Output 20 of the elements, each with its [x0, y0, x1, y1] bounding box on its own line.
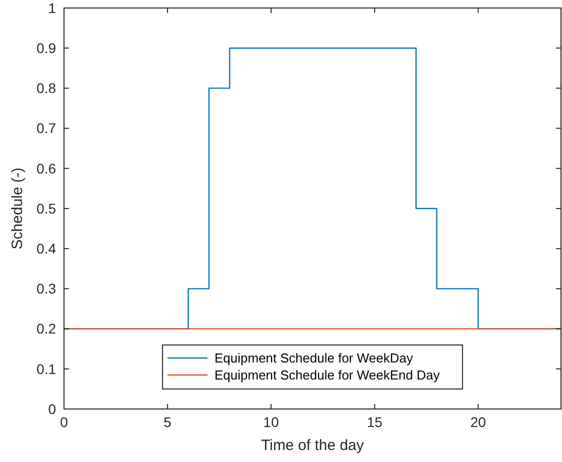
- y-tick-label: 0.3: [36, 280, 56, 297]
- y-tick-label: 0.7: [36, 120, 56, 136]
- legend-label: Equipment Schedule for WeekDay: [214, 350, 414, 366]
- x-tick-label: 20: [470, 414, 486, 430]
- y-tick-label: 0.4: [36, 240, 56, 256]
- y-axis-title: Schedule (-): [9, 168, 26, 250]
- x-axis-title: Time of the day: [261, 437, 364, 454]
- y-tick-label: 0.5: [36, 200, 56, 216]
- x-tick-label: 5: [164, 414, 172, 430]
- x-tick-label: 15: [366, 414, 383, 430]
- legend-label: Equipment Schedule for WeekEnd Day: [214, 368, 440, 383]
- y-tick-label: 0.1: [36, 360, 56, 377]
- y-tick-label: 0.9: [36, 40, 56, 56]
- y-tick-label: 0.6: [36, 160, 56, 176]
- x-tick-label: 0: [60, 414, 68, 430]
- y-tick-label: 0.2: [36, 320, 56, 337]
- x-tick-label: 10: [263, 414, 280, 430]
- y-tick-label: 0.8: [36, 80, 56, 96]
- y-tick-label: 0: [48, 400, 56, 417]
- y-tick-label: 1: [48, 0, 56, 16]
